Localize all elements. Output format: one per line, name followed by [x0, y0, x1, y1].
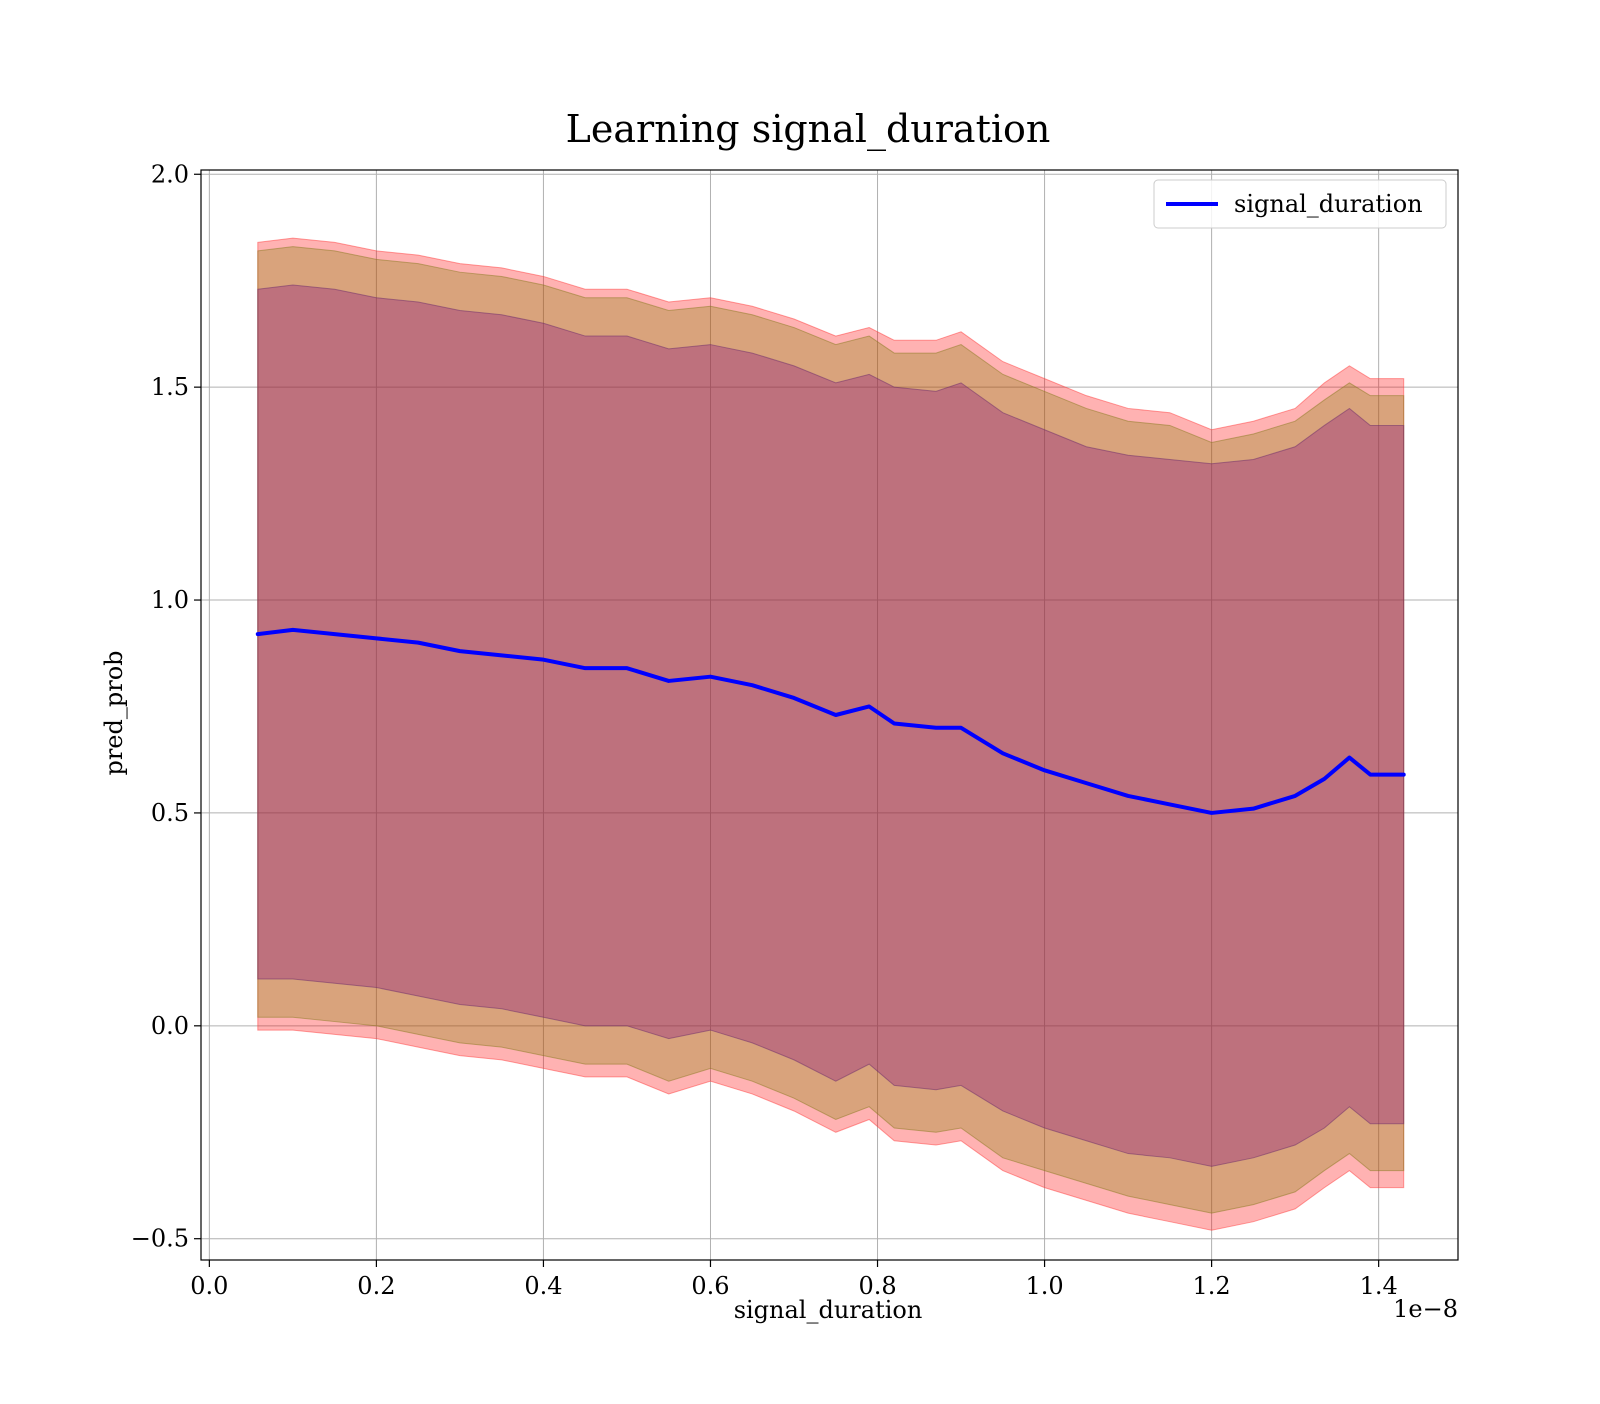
y-tick-label: −0.5: [131, 1225, 189, 1253]
x-tick-label: 0.0: [190, 1272, 228, 1300]
plot-frame: [200, 169, 1459, 1261]
x-tick-label: 0.8: [858, 1272, 896, 1300]
y-tick-label: 0.0: [151, 1012, 189, 1040]
y-axis-ticks: −0.5 0.0 0.5 1.0 1.5 2.0: [131, 160, 201, 1253]
middle-band: [257, 246, 1405, 1214]
x-tick-label: 1.4: [1360, 1272, 1398, 1300]
x-tick-label: 0.4: [524, 1272, 562, 1300]
inner-band: [257, 284, 1405, 1167]
legend-label-signal-duration: signal_duration: [1234, 190, 1423, 218]
legend: signal_duration: [1153, 179, 1447, 229]
line-layer: [255, 627, 1406, 815]
x-tick-label: 1.2: [1193, 1272, 1231, 1300]
x-axis-offset-text: 1e−8: [1393, 1295, 1458, 1323]
x-axis-ticks: 0.0 0.2 0.4 0.6 0.8 1.0 1.2 1.4: [190, 1260, 1398, 1300]
legend-box: [1153, 179, 1447, 229]
x-tick-label: 0.6: [691, 1272, 729, 1300]
outer-band: [257, 237, 1405, 1231]
grid-layer: [201, 170, 1458, 1260]
y-tick-label: 0.5: [151, 799, 189, 827]
y-tick-label: 1.5: [151, 373, 189, 401]
series-line-signal-duration: [255, 627, 1406, 815]
chart-title: Learning signal_duration: [566, 107, 1051, 152]
x-tick-label: 1.0: [1025, 1272, 1063, 1300]
y-tick-label: 1.0: [151, 586, 189, 614]
y-axis-label: pred_prob: [100, 650, 128, 775]
x-axis-label: signal_duration: [734, 1296, 923, 1324]
x-tick-label: 0.2: [357, 1272, 395, 1300]
y-tick-label: 2.0: [151, 160, 189, 188]
band-layer: [257, 237, 1405, 1231]
